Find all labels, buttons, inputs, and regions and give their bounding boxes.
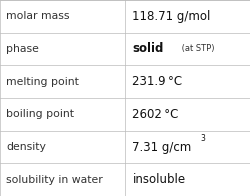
Text: solubility in water: solubility in water	[6, 175, 103, 185]
Text: melting point: melting point	[6, 77, 79, 87]
Bar	[125, 163, 250, 196]
Text: density: density	[6, 142, 46, 152]
Bar	[125, 98, 250, 131]
Bar	[0, 163, 125, 196]
Text: 2602 °C: 2602 °C	[132, 108, 179, 121]
Text: phase: phase	[6, 44, 39, 54]
Text: molar mass: molar mass	[6, 11, 70, 21]
Bar	[125, 33, 250, 65]
Bar	[0, 0, 125, 33]
Text: boiling point: boiling point	[6, 109, 74, 119]
Text: 7.31 g/cm: 7.31 g/cm	[132, 141, 192, 153]
Bar	[125, 0, 250, 33]
Text: 3: 3	[200, 134, 205, 143]
Bar	[0, 65, 125, 98]
Text: 118.71 g/mol: 118.71 g/mol	[132, 10, 211, 23]
Text: 231.9 °C: 231.9 °C	[132, 75, 182, 88]
Text: insoluble: insoluble	[132, 173, 186, 186]
Text: solid: solid	[132, 43, 164, 55]
Bar	[125, 131, 250, 163]
Text: (at STP): (at STP)	[179, 44, 214, 54]
Bar	[0, 33, 125, 65]
Bar	[125, 65, 250, 98]
Bar	[0, 98, 125, 131]
Bar	[0, 131, 125, 163]
